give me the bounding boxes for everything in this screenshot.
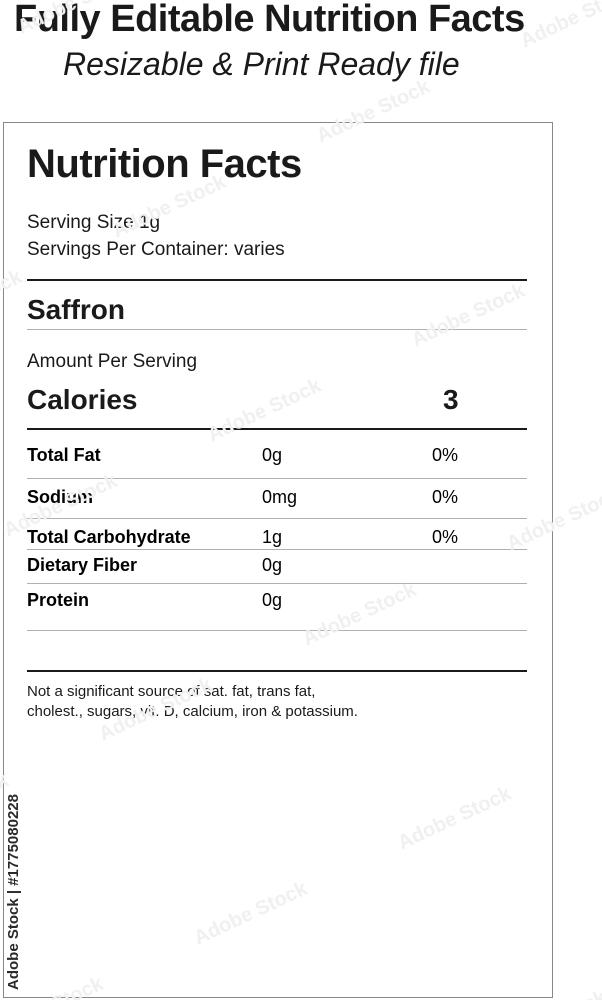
svg-text:Adobe Stock | #1775080228: Adobe Stock | #1775080228 [5,794,22,990]
